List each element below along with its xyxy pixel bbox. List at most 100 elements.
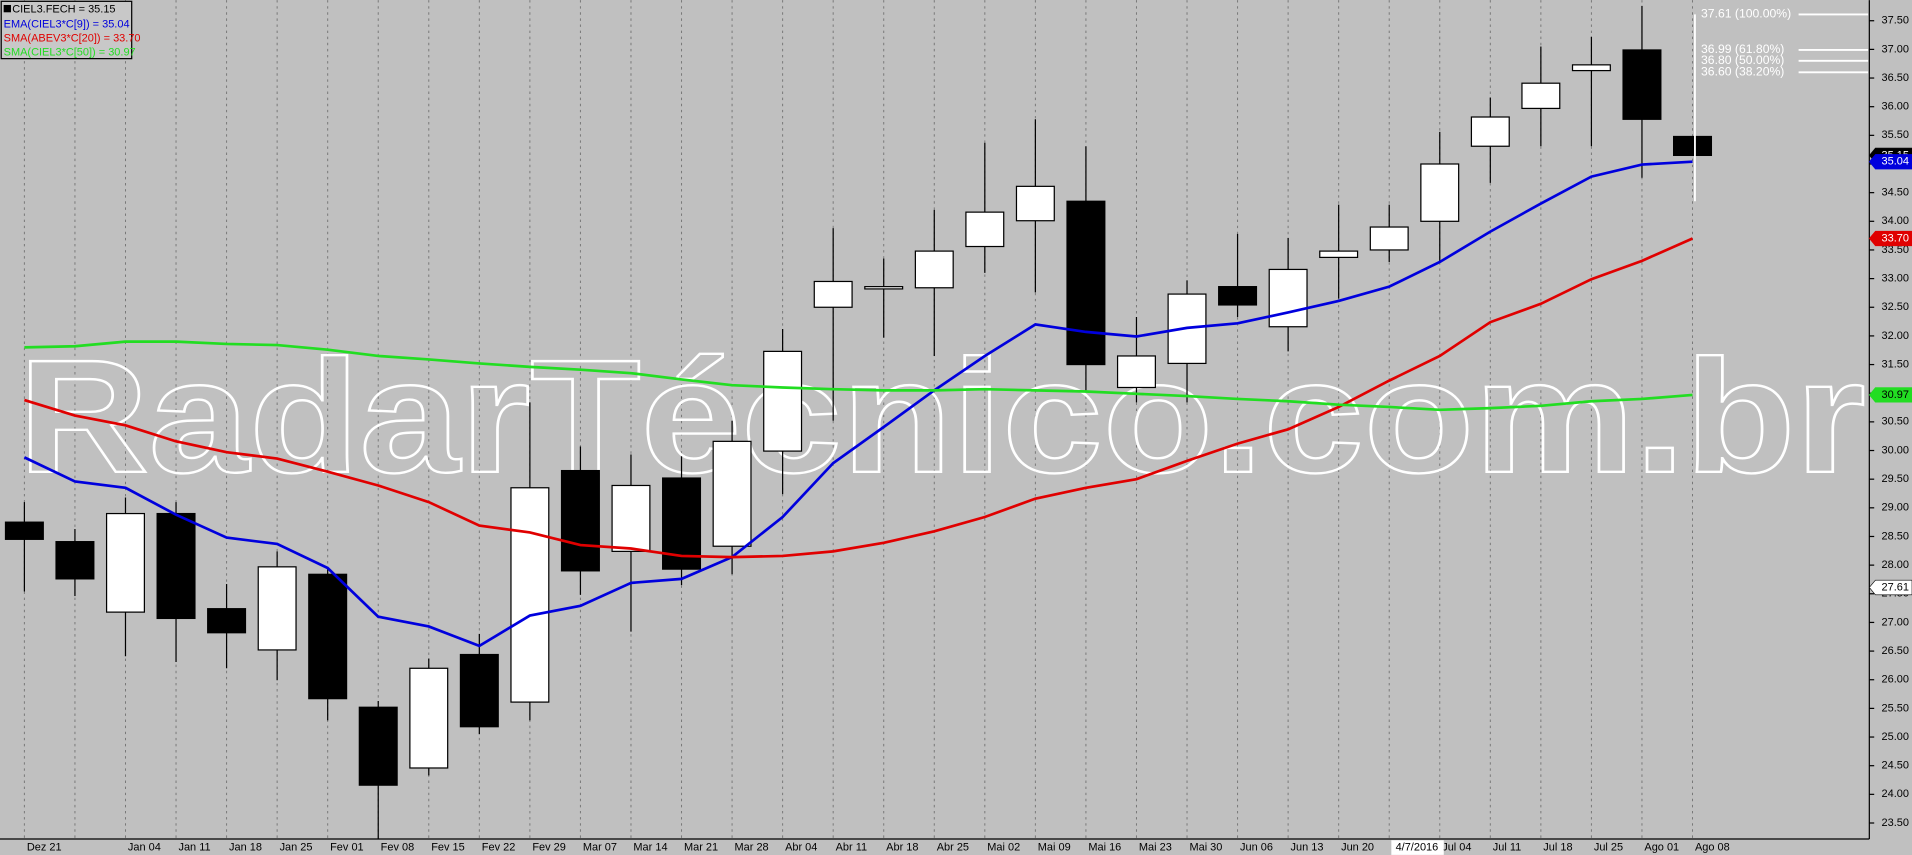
y-tick-label: 24.50: [1882, 760, 1909, 772]
legend-label: SMA(ABEV3*C[20]) = 33.70: [4, 32, 141, 44]
x-tick-label: Jun 06: [1240, 841, 1273, 853]
candle-body: [1369, 226, 1409, 251]
price-tag: [1868, 230, 1912, 247]
y-tick-label: 33.50: [1882, 244, 1909, 256]
line-series: [23, 237, 1694, 559]
x-tick-label: Mar 21: [684, 841, 718, 853]
x-tick-label: Fev 15: [431, 841, 465, 853]
price-tag-label: 30.97: [1882, 389, 1909, 401]
legend-label: SMA(CIEL3*C[50]) = 30.97: [4, 46, 136, 58]
cursor-date-box: [1391, 840, 1444, 855]
y-tick-label: 24.00: [1882, 788, 1909, 800]
candle-body: [1470, 116, 1510, 147]
y-tick-label: 26.00: [1882, 674, 1909, 686]
y-tick-label: 23.50: [1882, 817, 1909, 829]
candle-body: [257, 566, 297, 651]
x-tick-label: Mai 23: [1139, 841, 1172, 853]
y-tick-label: 33.00: [1882, 272, 1909, 284]
y-tick-label: 32.50: [1882, 301, 1909, 313]
x-tick-label: Ago 08: [1695, 841, 1730, 853]
x-tick-label: Abr 18: [886, 841, 918, 853]
fib-label: 36.80 (50.00%): [1701, 53, 1784, 67]
candle-body: [459, 653, 499, 728]
cursor-date: 4/7/2016: [1396, 841, 1439, 853]
candle-body: [1015, 185, 1055, 222]
line-series: [23, 160, 1693, 648]
candle-body: [611, 484, 651, 552]
fib-label: 36.99 (61.80%): [1701, 42, 1784, 56]
x-tick-label: Jul 18: [1543, 841, 1572, 853]
x-tick-label: Fev 29: [532, 841, 566, 853]
price-tag: [1868, 154, 1912, 170]
x-tick-label: Ago 01: [1644, 841, 1679, 853]
x-tick-label: Fev 08: [381, 841, 415, 853]
candle-body: [1319, 250, 1359, 259]
legend-label: CIEL3.FECH = 35.15: [12, 4, 115, 16]
legend: CIEL3.FECH = 35.15 EMA(CIEL3*C[9]) = 35.0…: [3, 4, 141, 58]
candle-body: [510, 487, 550, 703]
x-tick-label: Mai 02: [987, 841, 1020, 853]
candle-body: [864, 286, 904, 290]
candle-body: [1622, 49, 1662, 120]
x-tick-label: Mar 28: [735, 841, 769, 853]
fib-label: 36.60 (38.20%): [1701, 65, 1784, 79]
candle-body: [914, 250, 954, 289]
candle-body: [4, 521, 44, 540]
candle-body: [1420, 163, 1460, 222]
line-series: [24, 340, 1693, 412]
y-tick-label: 25.50: [1882, 702, 1909, 714]
candle-body: [1673, 135, 1713, 157]
candle-body: [712, 440, 752, 547]
x-tick-label: Mai 30: [1189, 841, 1222, 853]
candle-body: [105, 512, 145, 613]
y-tick-label: 36.00: [1882, 101, 1909, 113]
x-tick-label: Jul 04: [1442, 841, 1471, 853]
y-tick-label: 30.00: [1882, 444, 1909, 456]
price-tag: [1868, 387, 1912, 403]
x-tick-label: Fev 01: [330, 841, 364, 853]
candle-body: [813, 280, 853, 308]
x-tick-label: Dez 21: [27, 841, 62, 853]
legend-label: EMA(CIEL3*C[9]) = 35.04: [4, 18, 130, 30]
legend-swatch: [3, 4, 11, 13]
candle-body: [763, 350, 803, 452]
y-tick-label: 37.00: [1882, 43, 1909, 55]
x-tick-label: Jan 18: [229, 841, 262, 853]
y-tick-label: 28.00: [1882, 559, 1909, 571]
candle-body: [358, 706, 398, 786]
x-tick-label: Jul 25: [1594, 841, 1623, 853]
axes: Dez 21 Jan 04 Jan 11 Jan 18 Jan 25 Fev 01 Fev …: [27, 15, 1912, 855]
y-tick-label: 26.50: [1882, 645, 1909, 657]
y-tick-label: 29.00: [1882, 502, 1909, 514]
y-tick-label: 34.50: [1882, 187, 1909, 199]
candle-body: [1218, 286, 1258, 306]
y-tick-label: 36.50: [1882, 72, 1909, 84]
candle-body: [1116, 355, 1156, 389]
candle-body: [560, 469, 600, 572]
price-tag-label: 27.61: [1882, 581, 1909, 593]
x-tick-label: Jun 13: [1291, 841, 1324, 853]
y-tick-label: 35.50: [1882, 129, 1909, 141]
x-tick-label: Abr 25: [937, 841, 969, 853]
y-tick-label: 34.00: [1882, 215, 1909, 227]
candle-body: [55, 541, 95, 580]
candle-body: [409, 667, 449, 769]
x-tick-label: Jan 11: [178, 841, 210, 853]
legend-box: [0, 0, 133, 60]
candle-body: [965, 211, 1005, 248]
x-tick-label: Mai 16: [1088, 841, 1121, 853]
price-tag: [1868, 579, 1912, 596]
price-tag-label: 35.04: [1882, 156, 1909, 168]
x-tick-label: Jun 20: [1341, 841, 1374, 853]
candle-body: [156, 512, 196, 620]
y-tick-label: 32.00: [1882, 330, 1909, 342]
watermark: RadarTécnico.com.br: [18, 327, 1865, 507]
x-tick-label: Jul 11: [1493, 841, 1521, 853]
y-tick-label: 29.50: [1882, 473, 1909, 485]
y-tick-label: 31.50: [1882, 358, 1909, 370]
y-tick-label: 30.50: [1882, 416, 1909, 428]
y-tick-label: 27.00: [1882, 616, 1909, 628]
candle-body: [308, 573, 348, 700]
